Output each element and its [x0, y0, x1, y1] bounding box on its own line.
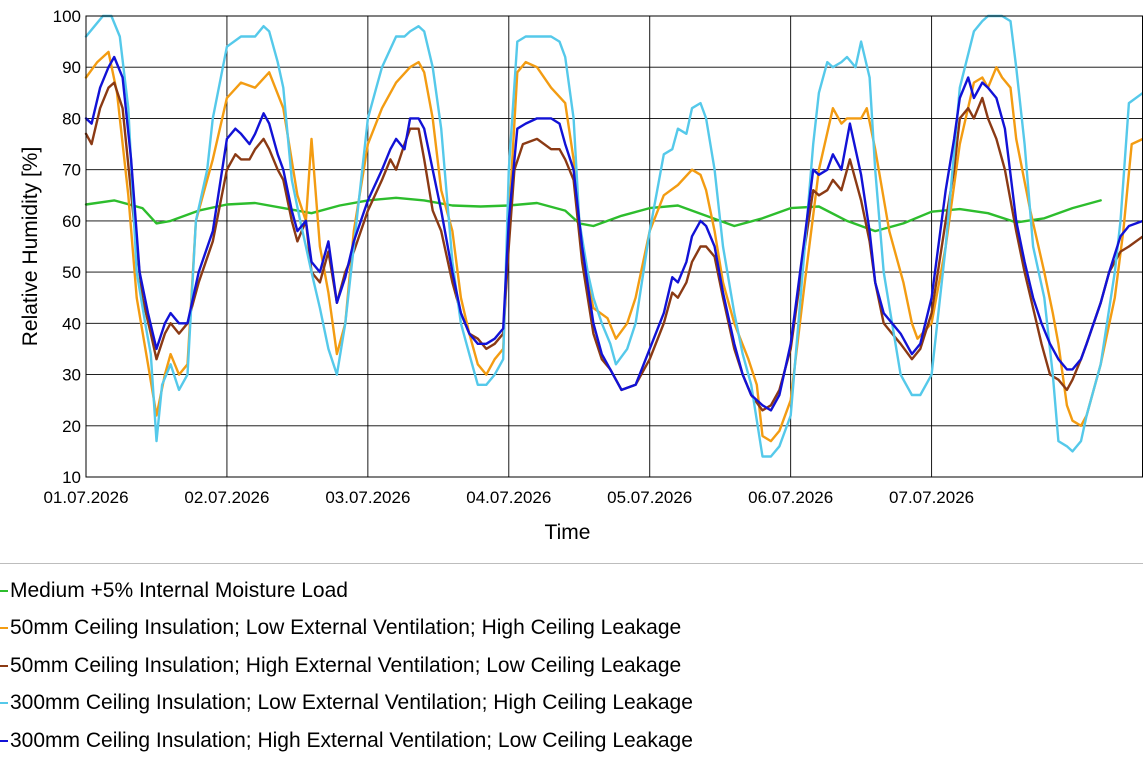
- y-tick-label: 30: [62, 366, 81, 385]
- x-axis-label: Time: [545, 521, 591, 544]
- y-tick-label: 90: [62, 58, 81, 77]
- series-line-5: [84, 55, 1143, 412]
- legend-swatch: [0, 664, 8, 667]
- y-tick-label: 20: [62, 417, 81, 436]
- legend-label: Medium +5% Internal Moisture Load: [10, 578, 348, 602]
- y-tick-label: 100: [53, 7, 81, 26]
- x-tick-label: 03.07.2026: [325, 488, 410, 507]
- grid-lines: [86, 16, 1143, 477]
- legend-item: 300mm Ceiling Insulation; Low External V…: [0, 685, 693, 723]
- legend-item: 50mm Ceiling Insulation; Low External Ve…: [0, 610, 693, 648]
- y-tick-label: 50: [62, 263, 81, 282]
- legend-item: 300mm Ceiling Insulation; High External …: [0, 722, 693, 760]
- y-axis-label: Relative Humidity [%]: [19, 147, 42, 347]
- legend-item: Medium +5% Internal Moisture Load: [0, 572, 693, 610]
- legend-separator: [0, 563, 1143, 564]
- legend-label: 50mm Ceiling Insulation; Low External Ve…: [10, 616, 682, 640]
- legend: Medium +5% Internal Moisture Load 50mm C…: [0, 572, 693, 760]
- humidity-line-chart: 10 20 30 40 50 60 70 80 90 100 01.07.2026 02.07.20…: [19, 7, 1143, 544]
- legend-swatch: [0, 739, 8, 742]
- series-lines: [84, 14, 1143, 458]
- series-line-3: [84, 81, 1143, 412]
- y-tick-label: 60: [62, 212, 81, 231]
- legend-label: 50mm Ceiling Insulation; High External V…: [10, 653, 682, 677]
- legend-swatch: [0, 589, 8, 592]
- series-line-4: [84, 14, 1143, 458]
- y-tick-label: 70: [62, 161, 81, 180]
- x-tick-label: 07.07.2026: [889, 488, 974, 507]
- y-tick-label: 10: [62, 468, 81, 487]
- series-line-2: [84, 50, 1143, 443]
- legend-swatch: [0, 702, 8, 705]
- x-tick-label: 06.07.2026: [748, 488, 833, 507]
- legend-swatch: [0, 627, 8, 630]
- x-tick-label: 04.07.2026: [466, 488, 551, 507]
- legend-label: 300mm Ceiling Insulation; High External …: [10, 728, 693, 752]
- y-tick-label: 40: [62, 314, 81, 333]
- legend-item: 50mm Ceiling Insulation; High External V…: [0, 647, 693, 685]
- x-tick-label: 01.07.2026: [43, 488, 128, 507]
- y-tick-label: 80: [62, 109, 81, 128]
- x-tick-label: 05.07.2026: [607, 488, 692, 507]
- x-tick-label: 02.07.2026: [184, 488, 269, 507]
- x-tick-labels: 01.07.2026 02.07.2026 03.07.2026 04.07.2026…: [43, 488, 974, 507]
- y-tick-labels: 10 20 30 40 50 60 70 80 90 100: [53, 7, 81, 487]
- legend-label: 300mm Ceiling Insulation; Low External V…: [10, 691, 693, 715]
